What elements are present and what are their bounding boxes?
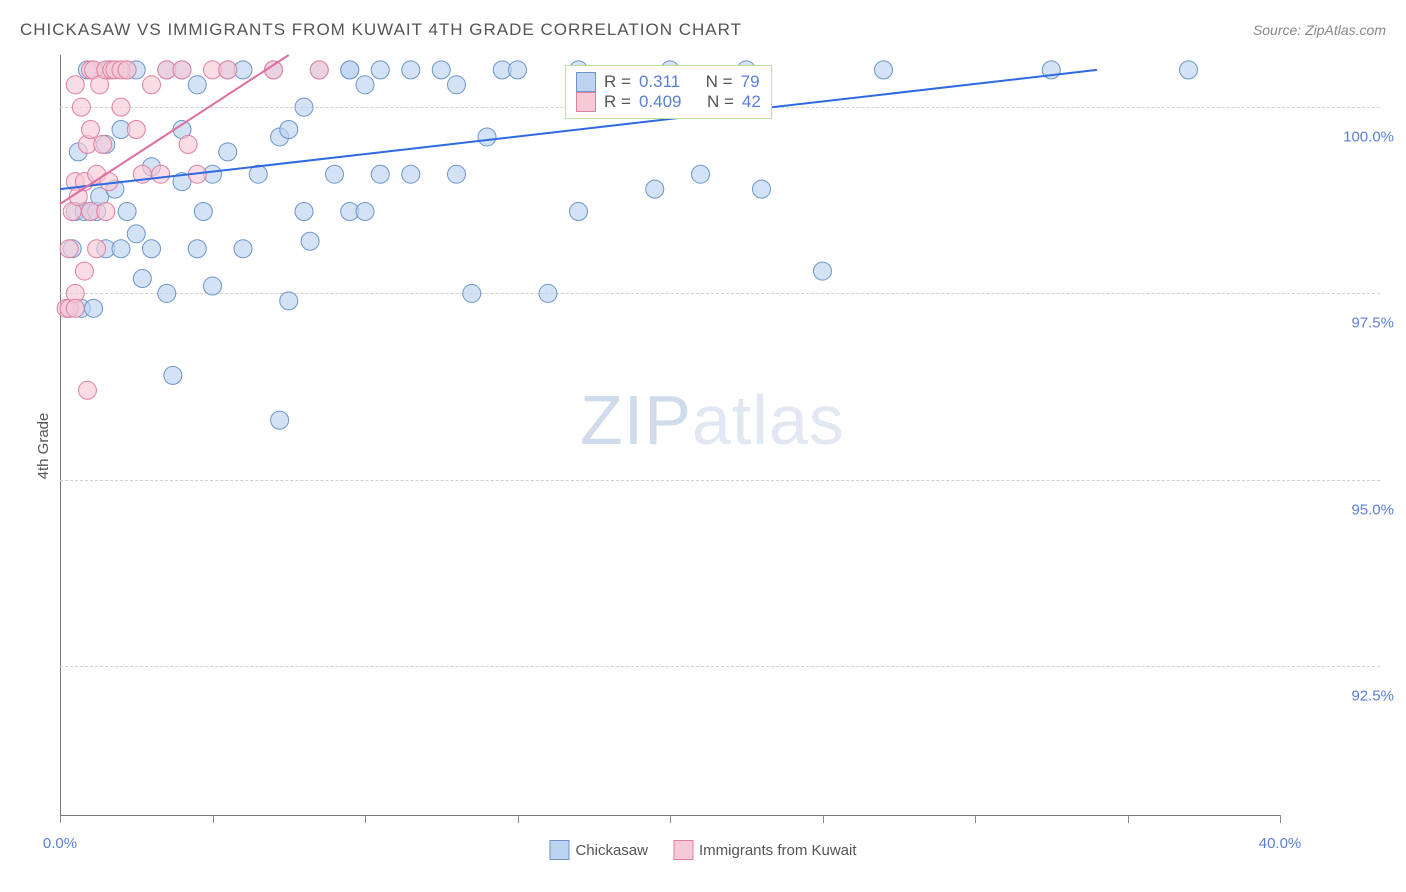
chart-header: CHICKASAW VS IMMIGRANTS FROM KUWAIT 4TH … — [20, 20, 1386, 40]
x-tick-label: 0.0% — [43, 835, 77, 852]
y-tick-label: 97.5% — [1351, 315, 1394, 332]
scatter-point — [280, 292, 298, 310]
scatter-point — [402, 61, 420, 79]
scatter-point — [143, 76, 161, 94]
scatter-point — [188, 76, 206, 94]
x-tick — [1128, 815, 1129, 823]
x-tick — [1280, 815, 1281, 823]
scatter-point — [118, 61, 136, 79]
legend-swatch — [673, 840, 693, 860]
scatter-point — [112, 98, 130, 116]
scatter-point — [1180, 61, 1198, 79]
scatter-point — [295, 202, 313, 220]
y-tick-label: 92.5% — [1351, 687, 1394, 704]
scatter-point — [60, 240, 78, 258]
legend-item: Immigrants from Kuwait — [673, 840, 857, 860]
scatter-point — [478, 128, 496, 146]
scatter-point — [118, 202, 136, 220]
chart-title: CHICKASAW VS IMMIGRANTS FROM KUWAIT 4TH … — [20, 20, 742, 40]
scatter-point — [371, 165, 389, 183]
scatter-point — [341, 61, 359, 79]
scatter-point — [158, 284, 176, 302]
stats-row: R = 0.311 N = 79 — [576, 72, 761, 92]
scatter-point — [219, 61, 237, 79]
scatter-point — [432, 61, 450, 79]
scatter-plot — [60, 55, 1280, 815]
scatter-point — [219, 143, 237, 161]
scatter-point — [310, 61, 328, 79]
scatter-point — [356, 76, 374, 94]
scatter-point — [112, 240, 130, 258]
scatter-point — [133, 270, 151, 288]
scatter-point — [326, 165, 344, 183]
scatter-point — [179, 135, 197, 153]
legend-label: Chickasaw — [575, 842, 648, 859]
scatter-point — [448, 165, 466, 183]
scatter-point — [539, 284, 557, 302]
scatter-point — [301, 232, 319, 250]
scatter-point — [85, 299, 103, 317]
x-tick — [975, 815, 976, 823]
y-tick-label: 100.0% — [1343, 129, 1394, 146]
scatter-point — [509, 61, 527, 79]
x-tick — [60, 815, 61, 823]
scatter-point — [194, 202, 212, 220]
scatter-point — [692, 165, 710, 183]
source-label: Source: ZipAtlas.com — [1253, 22, 1386, 38]
scatter-point — [97, 202, 115, 220]
scatter-point — [295, 98, 313, 116]
scatter-point — [814, 262, 832, 280]
x-tick — [365, 815, 366, 823]
x-tick — [518, 815, 519, 823]
scatter-point — [78, 381, 96, 399]
stats-swatch — [576, 92, 596, 112]
scatter-point — [234, 240, 252, 258]
scatter-point — [271, 411, 289, 429]
x-tick — [213, 815, 214, 823]
scatter-point — [173, 61, 191, 79]
legend-item: Chickasaw — [549, 840, 648, 860]
series-immigrants-from-kuwait — [57, 61, 328, 399]
legend-swatch — [549, 840, 569, 860]
scatter-point — [72, 98, 90, 116]
stats-swatch — [576, 72, 596, 92]
scatter-point — [94, 135, 112, 153]
scatter-point — [204, 277, 222, 295]
scatter-point — [164, 366, 182, 384]
scatter-point — [570, 202, 588, 220]
scatter-point — [88, 240, 106, 258]
x-tick — [670, 815, 671, 823]
scatter-point — [356, 202, 374, 220]
scatter-point — [127, 121, 145, 139]
legend-label: Immigrants from Kuwait — [699, 842, 857, 859]
x-tick — [823, 815, 824, 823]
scatter-point — [646, 180, 664, 198]
stats-row: R = 0.409 N = 42 — [576, 92, 761, 112]
scatter-point — [127, 225, 145, 243]
scatter-point — [753, 180, 771, 198]
scatter-point — [371, 61, 389, 79]
scatter-point — [82, 121, 100, 139]
scatter-point — [402, 165, 420, 183]
scatter-point — [463, 284, 481, 302]
scatter-point — [66, 76, 84, 94]
y-tick-label: 95.0% — [1351, 501, 1394, 518]
scatter-point — [448, 76, 466, 94]
scatter-point — [143, 240, 161, 258]
scatter-point — [280, 121, 298, 139]
y-axis-label: 4th Grade — [35, 413, 52, 480]
legend: Chickasaw Immigrants from Kuwait — [549, 840, 856, 860]
scatter-point — [188, 240, 206, 258]
scatter-point — [66, 299, 84, 317]
scatter-point — [75, 262, 93, 280]
scatter-point — [875, 61, 893, 79]
x-tick-label: 40.0% — [1259, 835, 1302, 852]
scatter-point — [152, 165, 170, 183]
correlation-stats-box: R = 0.311 N = 79 R = 0.409 N = 42 — [565, 65, 772, 119]
